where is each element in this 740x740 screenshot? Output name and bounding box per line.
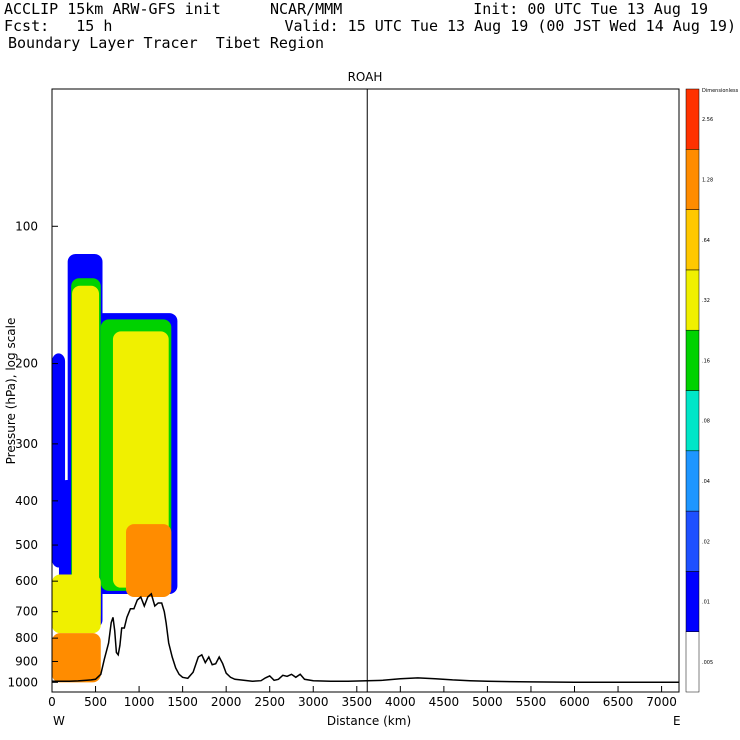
- colorbar-label: 2.56: [702, 117, 713, 123]
- header-line3: Boundary Layer Tracer Tibet Region: [8, 34, 325, 52]
- colorbar-swatch: [685, 390, 700, 452]
- header-line1-left: ACCLIP 15km ARW-GFS init: [4, 0, 221, 18]
- x-tick-label: 5000: [472, 695, 503, 709]
- colorbar-label: .04: [702, 479, 710, 485]
- y-axis: 100 200 300 400 500 600 700 800 900 1000: [7, 219, 58, 689]
- x-axis: 0 500 1000 1500 2000 2500 3000 3500 4000 4500 5000…: [48, 686, 677, 709]
- colorbar-swatch: [685, 329, 700, 391]
- y-tick-label: 200: [15, 357, 38, 371]
- colorbar-label: 1.28: [702, 177, 713, 183]
- tracer-fields: [52, 253, 178, 683]
- x-tick-label: 6500: [603, 695, 634, 709]
- y-tick-label: 700: [15, 605, 38, 619]
- header-line2-left: Fcst: 15 h: [4, 17, 113, 35]
- x-tick-label: 0: [48, 695, 56, 709]
- y-tick-label: 900: [15, 654, 38, 668]
- y-tick-label: 800: [15, 631, 38, 645]
- x-axis-label: Distance (km): [327, 714, 411, 728]
- east-label: E: [673, 714, 681, 728]
- x-tick-label: 2500: [254, 695, 285, 709]
- terrain-line: [52, 592, 679, 684]
- colorbar-swatch: [685, 149, 700, 210]
- colorbar-label: .16: [702, 358, 710, 364]
- colorbar-label: .32: [702, 298, 710, 304]
- header-line1-right: Init: 00 UTC Tue 13 Aug 19: [473, 0, 708, 18]
- colorbar-swatch: [685, 88, 700, 150]
- colorbar-title: Dimensionless: [702, 88, 739, 94]
- colorbar-label: .02: [702, 539, 710, 545]
- x-tick-label: 4500: [429, 695, 460, 709]
- west-label: W: [53, 714, 65, 728]
- x-tick-label: 500: [84, 695, 107, 709]
- x-tick-label: 3000: [298, 695, 329, 709]
- y-tick-label: 300: [15, 437, 38, 451]
- tracer-field-9: [52, 633, 101, 683]
- x-tick-label: 7000: [646, 695, 677, 709]
- x-tick-label: 3500: [342, 695, 373, 709]
- colorbar-swatch: [685, 269, 700, 331]
- x-tick-label: 1500: [167, 695, 198, 709]
- y-tick-label: 1000: [7, 675, 38, 689]
- colorbar-swatch: [685, 631, 700, 693]
- x-tick-label: 5500: [516, 695, 547, 709]
- colorbar-swatch: [685, 209, 700, 271]
- y-tick-label: 500: [15, 538, 38, 552]
- y-tick-label: 100: [15, 219, 38, 233]
- x-tick-label: 4000: [385, 695, 416, 709]
- y-axis-label: Pressure (hPa), log scale: [4, 318, 18, 465]
- colorbar-label: .64: [702, 238, 710, 244]
- tracer-field-7: [112, 331, 169, 588]
- plot-frame: [51, 88, 680, 693]
- y-tick-label: 600: [15, 574, 38, 588]
- colorbar-label: .08: [702, 419, 710, 425]
- x-tick-label: 6000: [559, 695, 590, 709]
- tracer-field-6: [72, 285, 100, 612]
- colorbar-swatch: [685, 450, 700, 512]
- x-tick-label: 1000: [124, 695, 155, 709]
- chart-title: ROAH: [348, 70, 383, 84]
- colorbar-swatch: [685, 571, 700, 632]
- tracer-field-8: [52, 574, 101, 634]
- colorbar-label: .005: [702, 660, 713, 666]
- colorbar-swatch: [685, 510, 700, 572]
- y-tick-label: 400: [15, 494, 38, 508]
- header-line2-right: Valid: 15 UTC Tue 13 Aug 19 (00 JST Wed …: [284, 17, 736, 35]
- colorbar: Dimensionless .005 .01 .02 .04 .08 .16 .32 .64 1…: [685, 88, 739, 693]
- colorbar-label: .01: [702, 600, 710, 606]
- x-tick-label: 2000: [211, 695, 242, 709]
- tracer-field-10: [126, 524, 172, 598]
- header-line1-center: NCAR/MMM: [270, 0, 343, 18]
